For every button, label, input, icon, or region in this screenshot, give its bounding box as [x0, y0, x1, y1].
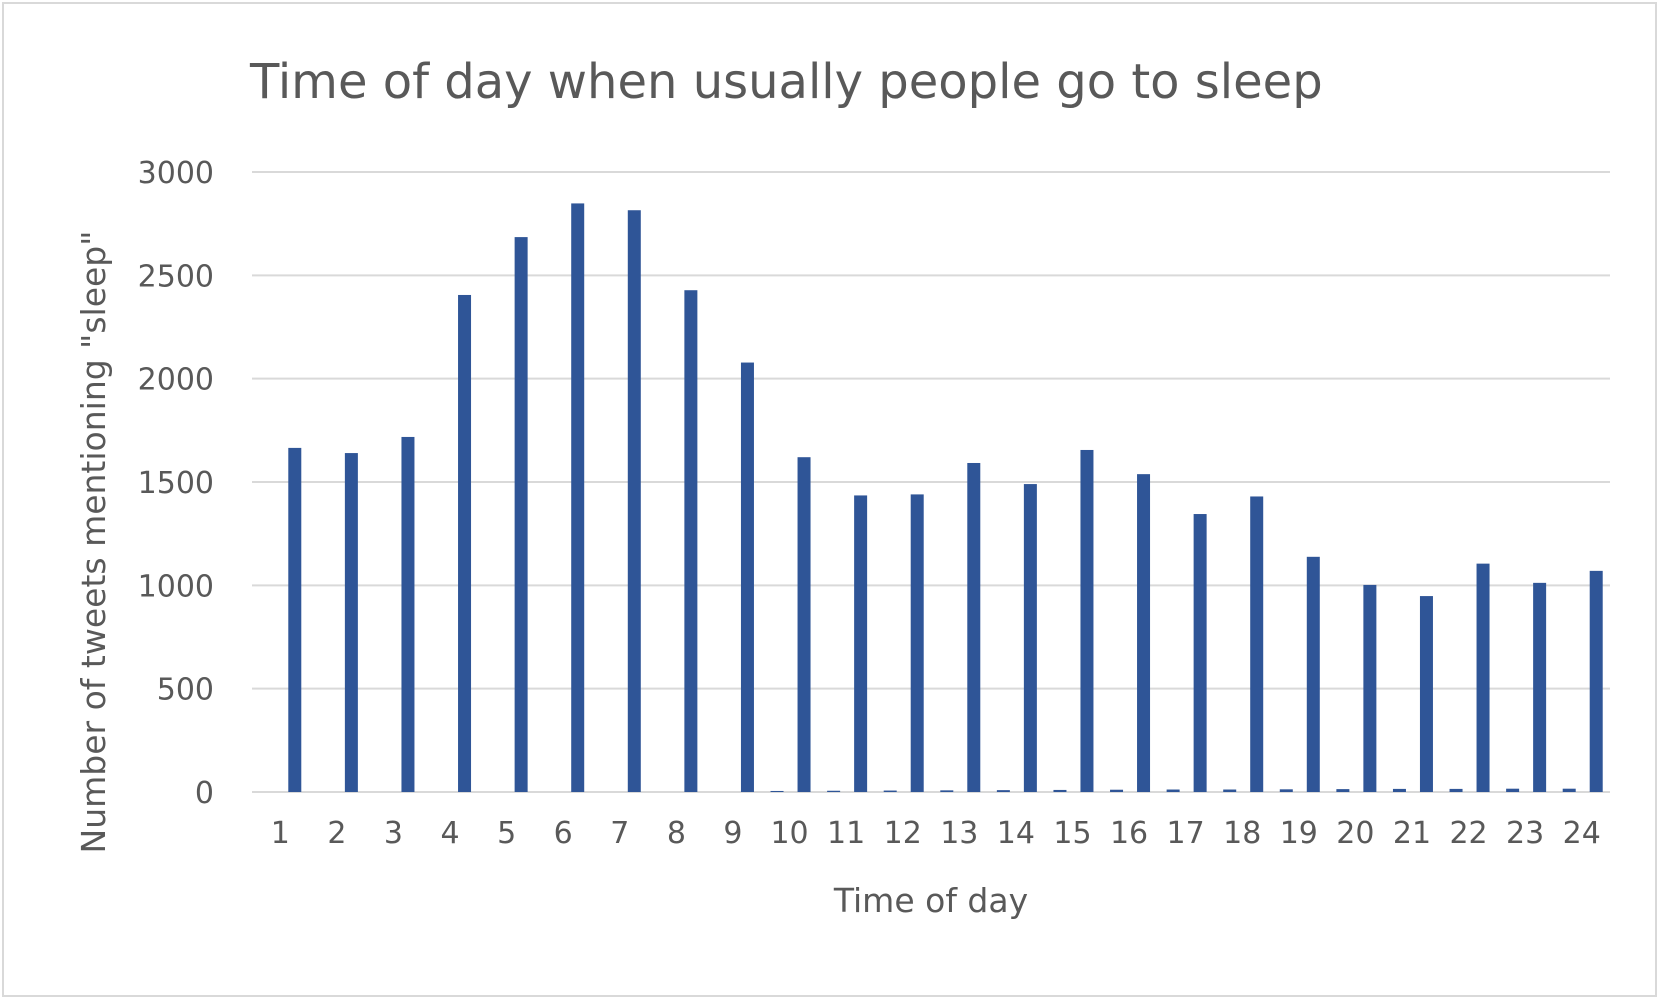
y-tick-label: 500: [157, 673, 214, 708]
bar-13: [967, 462, 981, 792]
y-tick-labels: 0 500 1000 1500 2000 2500 3000: [138, 156, 214, 811]
bar-22-series2: [1449, 788, 1463, 792]
x-tick-label: 7: [610, 816, 629, 851]
x-tick-label: 18: [1223, 816, 1261, 851]
x-tick-label: 11: [827, 816, 865, 851]
bar-16: [1137, 474, 1151, 792]
x-tick-label: 24: [1563, 816, 1601, 851]
bar-9: [740, 362, 754, 792]
bar-14-series2: [996, 790, 1010, 792]
bar-12: [910, 494, 924, 792]
bar-20: [1363, 584, 1377, 792]
bar-23: [1533, 582, 1547, 792]
bar-10-series2: [770, 790, 784, 792]
bar-17-series2: [1166, 789, 1180, 792]
x-tick-label: 9: [723, 816, 742, 851]
bar-12-series2: [883, 790, 897, 792]
x-tick-label: 15: [1053, 816, 1091, 851]
bar-18-series2: [1223, 789, 1237, 792]
chart-title: Time of day when usually people go to sl…: [249, 54, 1323, 110]
gridlines: [252, 171, 1610, 793]
bar-6: [571, 203, 585, 792]
x-tick-label: 10: [770, 816, 808, 851]
y-tick-label: 2000: [138, 363, 214, 398]
bar-16-series2: [1110, 789, 1124, 792]
bar-8: [684, 290, 698, 792]
x-tick-label: 6: [554, 816, 573, 851]
bar-19-series2: [1279, 789, 1293, 792]
x-tick-label: 17: [1167, 816, 1205, 851]
bar-3: [401, 436, 415, 792]
bar-15: [1080, 449, 1094, 792]
bar-23-series2: [1506, 788, 1520, 792]
bar-7: [627, 210, 641, 792]
x-tick-label: 2: [327, 816, 346, 851]
x-tick-label: 13: [940, 816, 978, 851]
bar-11: [854, 495, 868, 792]
x-tick-labels: 1 2 3 4 5 6 7 8 9 10 11 12 13 14 15 16 17 18 19 20 21 22 23 24: [271, 816, 1601, 851]
x-tick-label: 19: [1280, 816, 1318, 851]
x-tick-label: 21: [1393, 816, 1431, 851]
x-tick-label: 22: [1449, 816, 1487, 851]
y-tick-label: 0: [195, 776, 214, 811]
y-axis-label: Number of tweets mentioning "sleep": [74, 231, 113, 854]
bar-4: [458, 294, 472, 792]
x-tick-label: 23: [1506, 816, 1544, 851]
bar-22: [1476, 563, 1490, 792]
bar-24-series2: [1562, 788, 1576, 792]
bar-20-series2: [1336, 789, 1350, 792]
y-tick-label: 1000: [138, 569, 214, 604]
x-tick-label: 1: [271, 816, 290, 851]
bar-1: [288, 447, 302, 792]
bar-24: [1589, 570, 1603, 792]
x-tick-label: 4: [440, 816, 459, 851]
x-axis-label: Time of day: [833, 881, 1028, 920]
bar-19: [1306, 556, 1320, 792]
bars: [288, 203, 1603, 793]
x-tick-label: 12: [884, 816, 922, 851]
x-tick-label: 16: [1110, 816, 1148, 851]
bar-10: [797, 457, 811, 792]
bar-5: [514, 237, 528, 793]
bar-15-series2: [1053, 789, 1067, 792]
bar-17: [1193, 514, 1207, 792]
y-tick-label: 3000: [138, 156, 214, 191]
x-tick-label: 14: [997, 816, 1035, 851]
bar-18: [1250, 496, 1264, 792]
x-tick-label: 8: [667, 816, 686, 851]
bar-11-series2: [827, 790, 841, 792]
x-tick-label: 5: [497, 816, 516, 851]
y-tick-label: 2500: [138, 259, 214, 294]
x-tick-label: 3: [384, 816, 403, 851]
y-tick-label: 1500: [138, 466, 214, 501]
bar-21-series2: [1392, 788, 1406, 792]
bar-2: [344, 453, 358, 792]
x-tick-label: 20: [1336, 816, 1374, 851]
bar-14: [1023, 484, 1037, 792]
bar-21: [1419, 596, 1433, 792]
bar-13-series2: [940, 790, 954, 792]
